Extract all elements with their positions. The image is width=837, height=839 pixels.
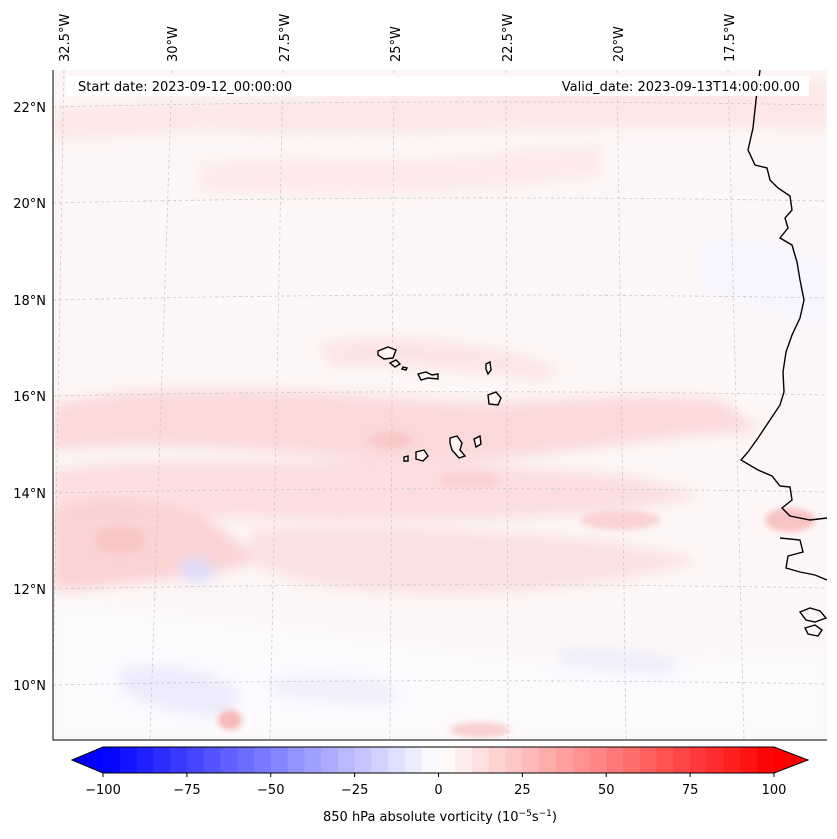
colorbar-segment [589, 747, 607, 773]
island-boa-vista [487, 391, 502, 406]
lat-label-14n: 14°N [13, 487, 46, 502]
colorbar-segment [623, 747, 641, 773]
lon-label-22-5w: 22.5°W [501, 14, 516, 62]
colorbar-tick-label: −50 [257, 783, 284, 798]
island-santo-antao [377, 346, 397, 360]
colorbar-segment [253, 747, 272, 773]
colorbar-segment [690, 747, 708, 773]
lon-label-30w: 30°W [166, 26, 181, 62]
latitude-labels: 22°N 20°N 18°N 16°N 14°N 12°N 10°N [13, 101, 46, 694]
island-maio [473, 434, 482, 449]
valid-date-label: Valid_date: 2023-09-13T14:00:00.00 [562, 80, 800, 95]
colorbar-segment [656, 747, 674, 773]
colorbar: −100 −75 −50 −25 0 25 50 75 100 850 hPa absolute… [70, 746, 810, 825]
colorbar-tick-label: 75 [682, 783, 699, 798]
colorbar-extension-max [774, 747, 808, 773]
coastline [739, 70, 827, 637]
island-sao-vicente [388, 359, 402, 368]
colorbar-segments [103, 747, 775, 773]
colorbar-segment [203, 747, 222, 773]
map-frame [52, 70, 827, 741]
colorbar-segment [270, 747, 289, 773]
lon-label-32-5w: 32.5°W [58, 14, 73, 62]
lat-label-22n: 22°N [13, 101, 46, 116]
colorbar-segment [472, 747, 490, 773]
graticule [53, 70, 827, 740]
lon-label-17-5w: 17.5°W [723, 14, 738, 62]
colorbar-extension-min [72, 747, 103, 773]
lat-label-16n: 16°N [13, 390, 46, 405]
island-sal [485, 360, 492, 376]
colorbar-title: 850 hPa absolute vorticity (10−5s−1) [323, 809, 557, 825]
island-fogo [415, 449, 429, 462]
colorbar-segment [505, 747, 523, 773]
colorbar-segment [740, 747, 758, 773]
colorbar-segment [522, 747, 540, 773]
colorbar-tick-label: 0 [434, 783, 442, 798]
lat-label-18n: 18°N [13, 294, 46, 309]
lat-label-20n: 20°N [13, 197, 46, 212]
colorbar-segment [354, 747, 372, 773]
island-santa-luzia [400, 366, 409, 371]
island-brava [403, 455, 409, 462]
colorbar-segment [304, 747, 322, 773]
colorbar-segment [455, 747, 473, 773]
colorbar-segment [237, 747, 255, 773]
colorbar-segment [438, 747, 456, 773]
colorbar-segment [723, 747, 742, 773]
colorbar-tick-label: 100 [762, 783, 787, 798]
island-santiago [449, 435, 467, 459]
colorbar-segment [555, 747, 574, 773]
colorbar-segment [337, 747, 356, 773]
vorticity-features [95, 432, 815, 738]
lat-label-10n: 10°N [13, 679, 46, 694]
colorbar-tick-label: 25 [514, 783, 531, 798]
colorbar-segment [757, 747, 775, 773]
colorbar-segment [170, 747, 188, 773]
date-banner [66, 76, 809, 96]
lat-label-12n: 12°N [13, 583, 46, 598]
colorbar-segment [388, 747, 406, 773]
lon-label-20w: 20°W [612, 26, 627, 62]
island-sao-nicolau [416, 371, 439, 381]
colorbar-tick-label: 50 [598, 783, 615, 798]
colorbar-tick-label: −75 [173, 783, 200, 798]
colorbar-segment [488, 747, 507, 773]
colorbar-segment [404, 747, 423, 773]
colorbar-segment [220, 747, 238, 773]
colorbar-segment [639, 747, 658, 773]
colorbar-segment [287, 747, 305, 773]
colorbar-segment [186, 747, 205, 773]
colorbar-segment [136, 747, 154, 773]
colorbar-segment [421, 747, 440, 773]
colorbar-segment [119, 747, 138, 773]
colorbar-segment [673, 747, 691, 773]
colorbar-segment [321, 747, 339, 773]
colorbar-segment [103, 747, 121, 773]
colorbar-segment [606, 747, 624, 773]
colorbar-segment [706, 747, 725, 773]
cape-verde-islands [377, 346, 502, 462]
colorbar-segment [539, 747, 557, 773]
longitude-labels: 32.5°W 30°W 27.5°W 25°W 22.5°W 20°W 17.5… [58, 14, 738, 62]
colorbar-tick-label: −100 [85, 783, 121, 798]
colorbar-segment [153, 747, 171, 773]
start-date-label: Start date: 2023-09-12_00:00:00 [78, 80, 292, 95]
map-panel: Start date: 2023-09-12_00:00:00 Valid_da… [53, 70, 827, 740]
colorbar-segment [371, 747, 389, 773]
colorbar-ticks: −100 −75 −50 −25 0 25 50 75 100 [85, 773, 786, 798]
africa-coastline [739, 70, 827, 521]
lon-label-27-5w: 27.5°W [278, 14, 293, 62]
colorbar-tick-label: −25 [341, 783, 368, 798]
lon-label-25w: 25°W [389, 26, 404, 62]
colorbar-segment [572, 747, 591, 773]
